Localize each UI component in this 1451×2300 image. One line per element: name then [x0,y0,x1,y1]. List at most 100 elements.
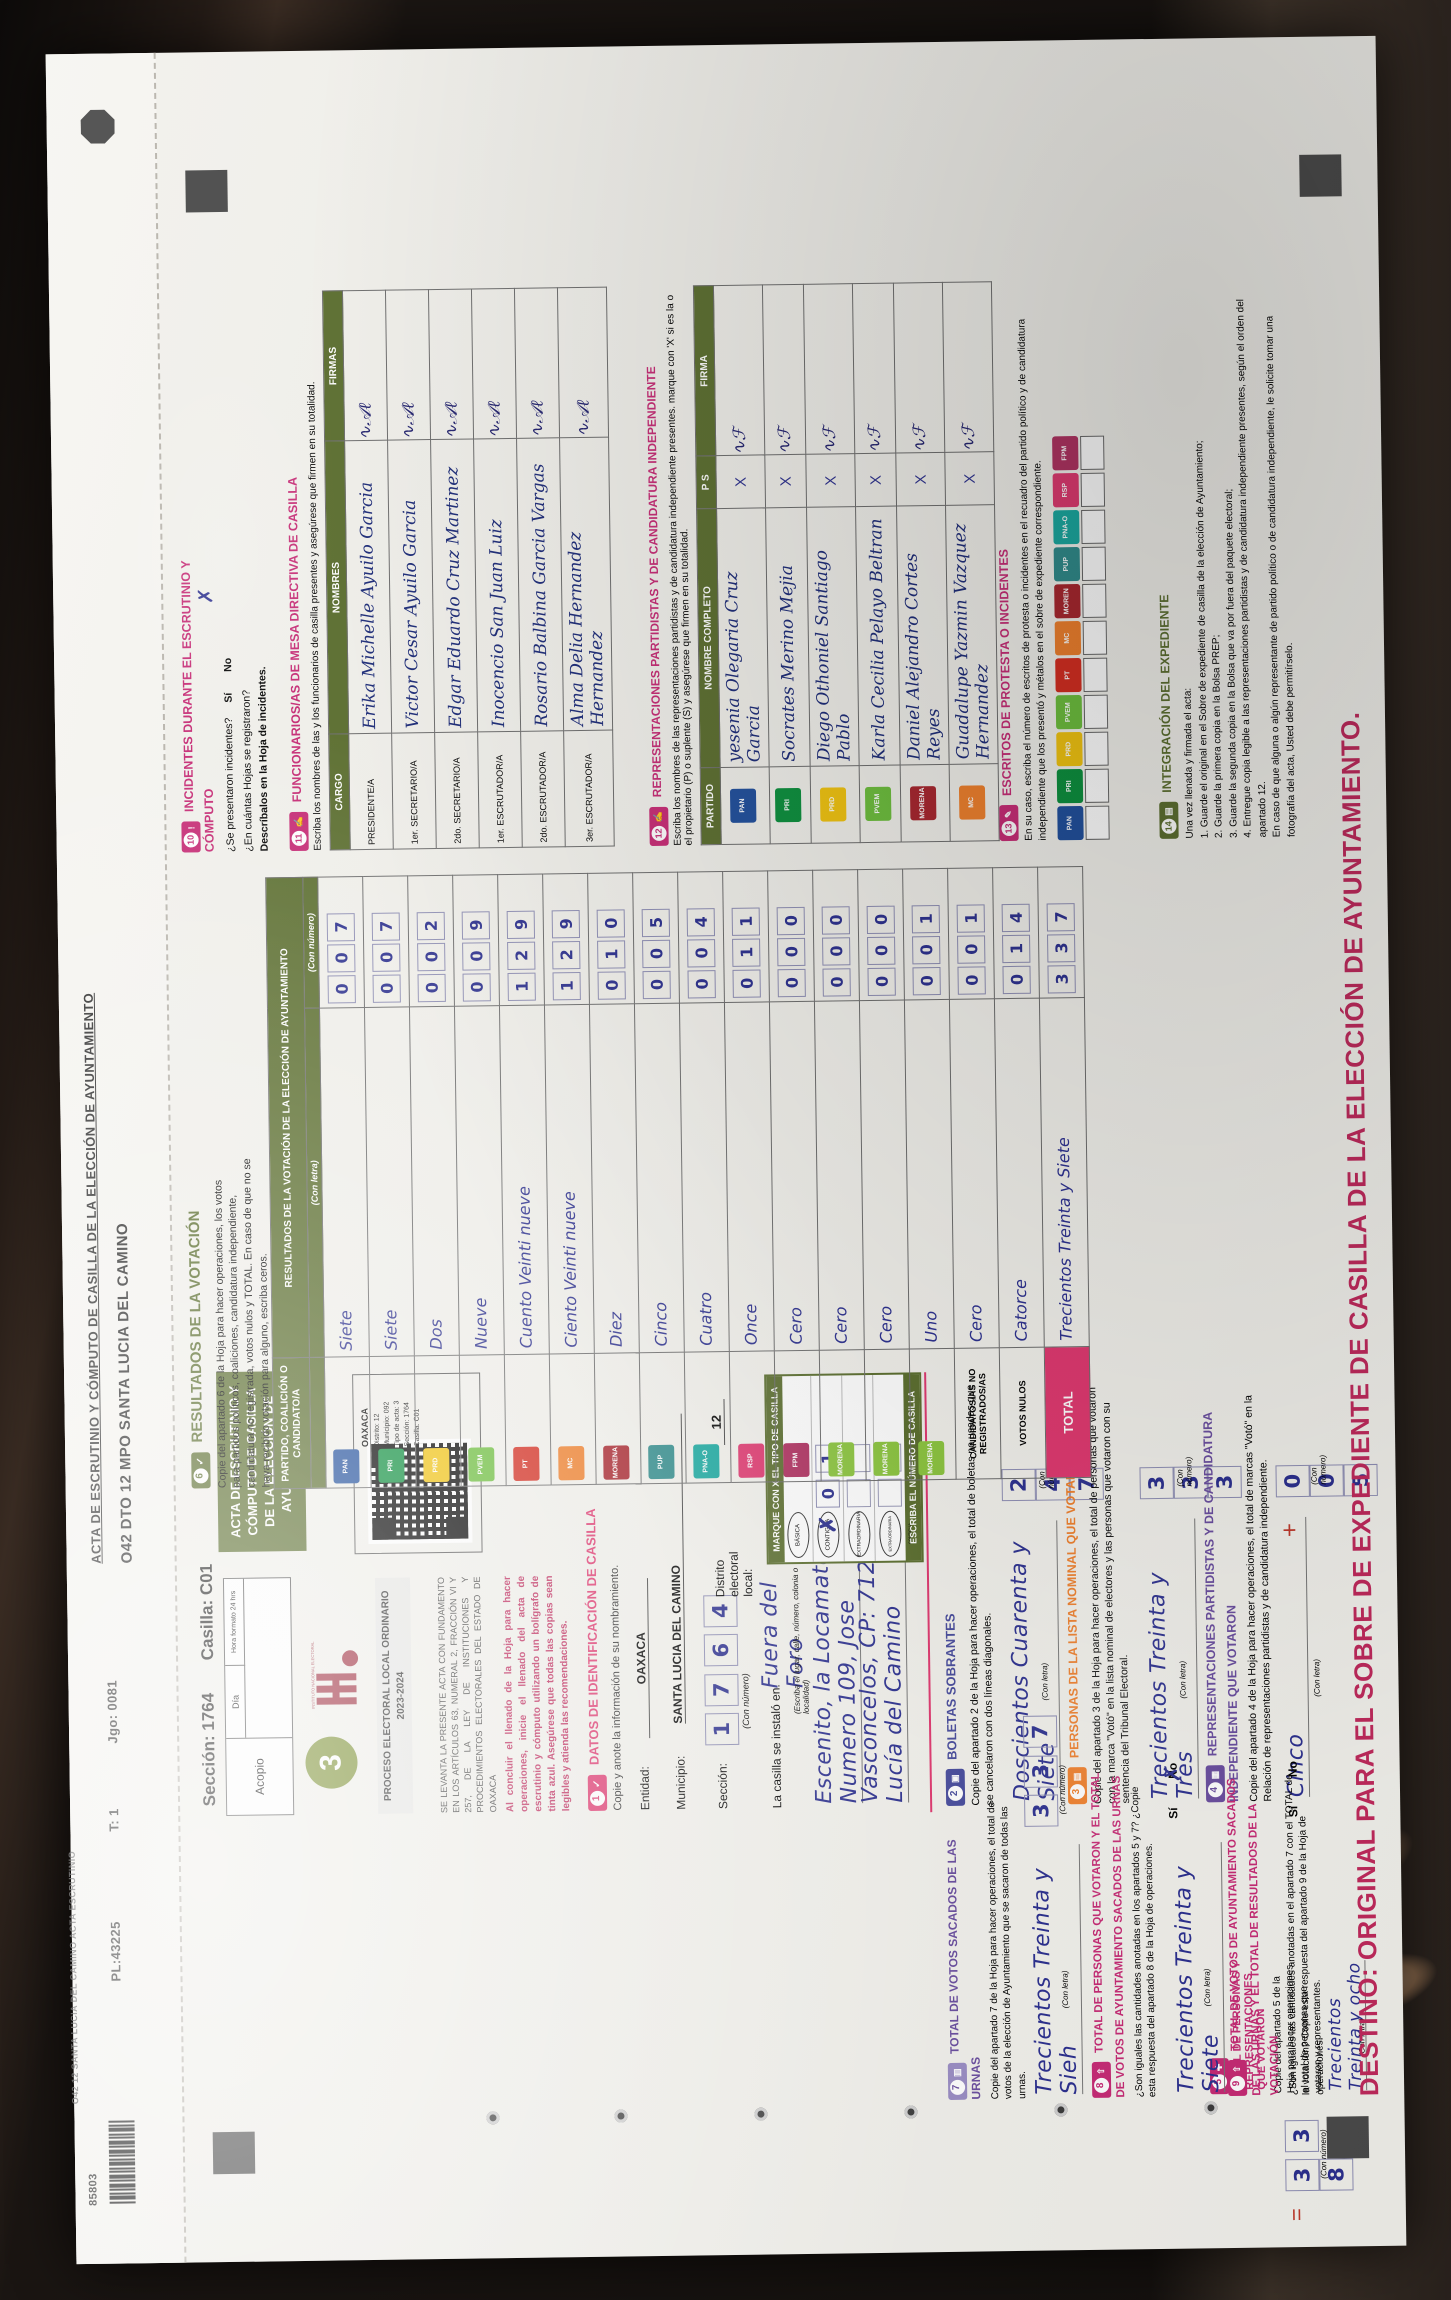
s7-digit: 3 [1022,1754,1058,1788]
nombre-cell: Victor Cesar Ayuilo Garcia [387,439,435,734]
party-cell: PAN [719,766,770,845]
party-logo-icon: PRD [1055,731,1083,767]
stub-t-code: T: 1 [105,1808,121,1832]
cargo-cell: 1er. SECRETARIO/A [391,732,436,850]
rep-firma-cell: ∿ℱ [941,281,994,453]
stub-code: 85803 [86,2173,100,2207]
protest-party-box[interactable]: RSP [1052,472,1105,508]
protest-party-box[interactable]: PT [1054,657,1108,693]
section-8-desc: ¿Son iguales las cantidades anotadas en … [1128,1786,1158,2098]
section-12: 12 ✍ REPRESENTACIONES PARTIDISTAS Y DE C… [640,281,999,847]
s11-desc: Escriba los nombres de las y los funcion… [305,381,324,851]
party-logo-icon: PRI [773,787,801,823]
cargo-cell: 2do. SECRETARIO/A [434,732,479,849]
s7-numero: 3 3 7 [1022,1713,1058,1827]
table-row: 2do. SECRETARIO/A Edgar Eduardo Cruz Mart… [427,288,479,849]
party-logo-icon: MC [957,785,985,820]
section-13-badge: 13 ✎ [998,805,1019,842]
table-row: 2do. ESCRUTADOR/A Rosario Balbina Garcia … [513,287,565,848]
s10-q1: ¿Se presentaron incidentes? [222,717,237,852]
section-11-badge: 11 ✍ [288,811,309,852]
rep-nombre-cell: Karla Cecilia Pelayo Beltran [855,505,900,766]
rep-ps-mark: X [764,454,807,508]
rep-ps-mark: X [805,454,856,508]
s12-col-partido: PARTIDO [699,767,721,845]
s14-lines: Una vez llenada y firmada el acta: 1. Gua… [1175,277,1299,839]
firma-cell: ∿𝒜ℓ [384,289,431,441]
party-logo-icon: RSP [1052,473,1079,508]
s11-col-cargo: CARGO [328,733,350,850]
firma-cell: ∿𝒜ℓ [513,287,560,439]
section-8-title: TOTAL DE PERSONAS QUE VOTARON Y EL TOTAL… [1089,1772,1127,2098]
section-9: 9 ⇧ TOTAL DE VOTOS DE AYUNTAMIENTO SACAD… [1221,1765,1327,2097]
party-logo-icon: FPM [1051,436,1079,471]
s10-si[interactable]: Sí [222,692,235,703]
protest-party-box[interactable]: MOREN [1053,583,1107,619]
s7-letra-hint: (Con letra) [1059,1970,1070,2009]
s8-si-label[interactable]: Sí [1165,1807,1180,1819]
section-12-title: REPRESENTACIONES PARTIDISTAS Y DE CANDID… [643,366,664,798]
party-cell: PVEM [858,764,901,843]
table-row: 1er. ESCRUTADOR/A Inocencio San Juan Luiz… [470,288,522,848]
stub-line2: ACTA DE ESCRUTINIO Y CÓMPUTO DE CASILLA … [80,992,104,1564]
section-8-badge: 8 ⇧ [1090,2062,1111,2098]
rep-ps-mark: X [944,452,995,506]
protest-party-box[interactable]: PRI [1056,768,1109,804]
table-row: MC Guadalupe Yazmin Vazquez Hernandez X ∿ℱ [941,281,999,842]
s7-digit: 7 [1022,1715,1057,1748]
section-8: 8 ⇧ TOTAL DE PERSONAS QUE VOTARON Y EL T… [1085,1767,1159,2098]
s7-digit: 3 [1023,1794,1058,1827]
s8-no-x-mark: ✗ [1159,1764,1185,1784]
protest-party-box[interactable]: PVEM [1055,694,1108,730]
table-row: 3er. ESCRUTADOR/A Alma Delia Hernandez He… [556,287,614,847]
registration-octagon [80,109,114,143]
s12-col-firma: FIRMA [692,285,716,457]
cargo-cell: 2do. ESCRUTADOR/A [520,730,565,848]
s7-letra: Trecientos Treinta y Sieh [1028,1844,1083,2095]
nombre-cell: Erika Michelle Ayuilo Garcia [344,440,392,734]
protest-party-box[interactable]: PUP [1053,546,1106,582]
party-logo-icon: PUP [1053,547,1080,582]
table-row: PAN yesenia Olegaria Cruz Garcia X ∿ℱ [712,284,770,845]
s12-desc: Escriba los nombres de las representacio… [664,294,695,846]
section-7: 7 ▥ TOTAL DE VOTOS SACADOS DE LAS URNAS … [942,1799,1029,2100]
party-reps-table: PARTIDO NOMBRE COMPLETO P S FIRMA PAN yes… [692,281,999,845]
footer-destino: DESTINO: ORIGINAL PARA EL SOBRE DE EXPED… [1334,711,1384,2097]
rep-firma-cell: ∿ℱ [712,284,765,456]
acta-sheet: 85803 PL:43225 T: 1 Jgo: 0081 O42 DTO 12… [45,35,1406,2265]
protest-party-box[interactable]: PAN [1056,805,1110,841]
party-logo-icon: PNA-O [1052,510,1080,545]
section-9-badge: 9 ⇧ [1226,2060,1247,2097]
section-7-badge: 7 ▥ [946,2063,967,2100]
s9-no-label[interactable]: No [1285,1761,1300,1778]
protest-party-box[interactable]: MC [1054,620,1107,656]
party-logo-icon: PAN [728,788,756,823]
s10-no[interactable]: No [221,657,234,672]
party-cell: PRD [809,765,860,844]
table-row: PRESIDENTE/A Erika Michelle Ayuilo Garcia… [341,290,393,850]
section-9-title: TOTAL DE VOTOS DE AYUNTAMIENTO SACADOS D… [1225,1778,1281,2096]
protest-party-box[interactable]: FPM [1051,435,1105,471]
rep-ps-mark: X [715,455,766,509]
firma-cell: ∿𝒜ℓ [427,288,474,440]
party-logo-icon: MORENA [908,785,936,821]
acta-body: Sección: 1764 Casilla: C01 Acopio Día Ho… [157,36,1406,2263]
firma-cell: ∿𝒜ℓ [556,287,609,438]
s8-letra-hint: (Con letra) [1201,1968,1212,2007]
nombre-cell: Edgar Eduardo Cruz Martinez [430,439,478,733]
cargo-cell: 1er. ESCRUTADOR/A [477,731,522,848]
section-11-title: FUNCIONARIOS/AS DE MESA DIRECTIVA DE CAS… [285,476,304,803]
ine-logo-icon: INSTITUTO NACIONAL ELECTORAL [309,1641,358,1709]
party-logo-icon: PAN [1056,805,1084,841]
section-11: 11 ✍ FUNCIONARIOS/AS DE MESA DIRECTIVA D… [280,287,614,852]
protest-party-box[interactable]: PRD [1055,731,1109,767]
s9-si-label[interactable]: Sí [1285,1805,1300,1818]
party-cell: PRI [768,765,811,844]
firma-cell: ∿𝒜ℓ [470,288,517,440]
protest-party-row: PAN PRI PRD PVEM PT MC MOREN PUP PNA-O RSP FPM [1049,280,1110,841]
s11-col-firma: FIRMAS [321,290,345,442]
s10-no-x-mark: ✗ [194,587,217,605]
protest-party-box[interactable]: PNA-O [1052,509,1106,545]
section-10-badge: 10 ! [180,821,201,853]
barcode [108,2120,136,2204]
